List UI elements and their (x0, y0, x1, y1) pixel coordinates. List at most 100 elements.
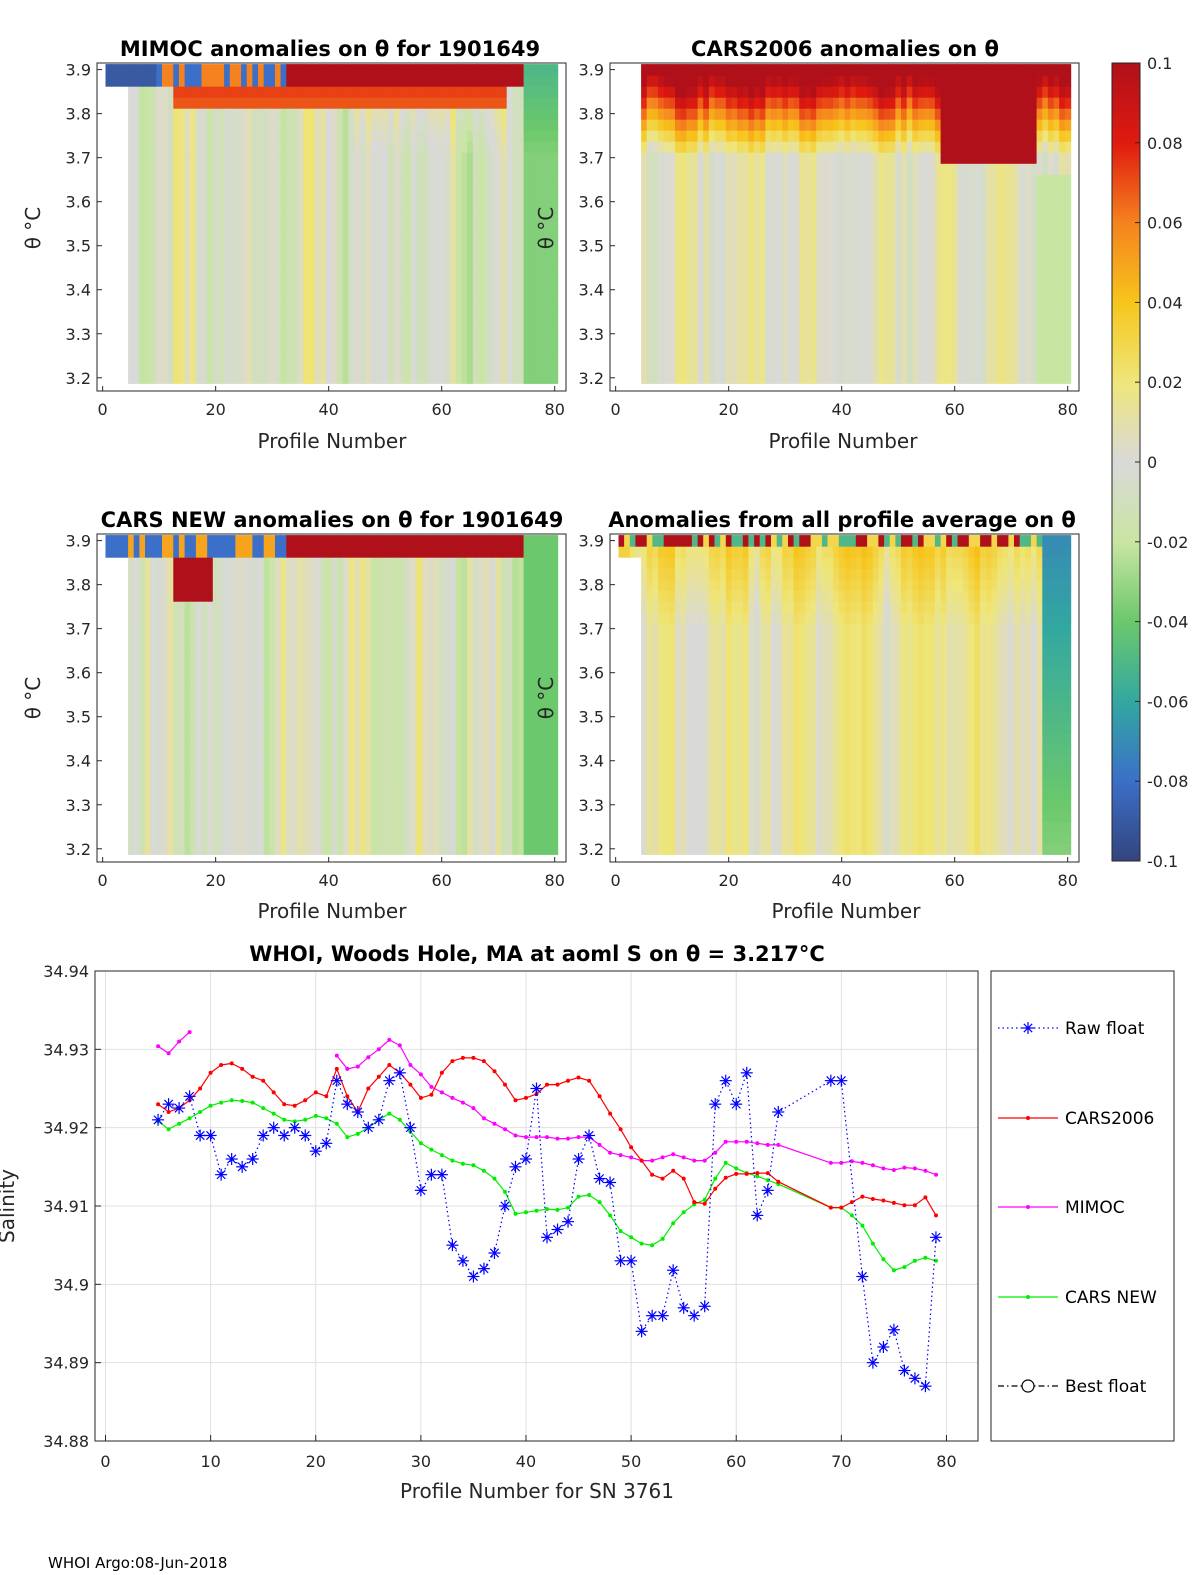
heatmap-cell (934, 273, 942, 285)
heatmap-cell (433, 196, 440, 208)
heatmap-cell (224, 196, 231, 208)
heatmap-cell (529, 207, 536, 219)
heatmap-cell (765, 207, 772, 219)
heatmap-cell (150, 777, 157, 789)
heatmap-cell (872, 185, 880, 197)
heatmap-cell (765, 163, 772, 175)
heatmap-cell (212, 656, 220, 668)
heatmap-cell (478, 163, 485, 175)
heatmap-cell (399, 295, 406, 307)
heatmap-cell (139, 579, 146, 591)
heatmap-cell (178, 689, 186, 701)
heatmap-cell (844, 229, 851, 241)
heatmap-cell (269, 229, 276, 241)
heatmap-cell (714, 185, 721, 197)
heatmap-cell (551, 229, 559, 241)
heatmap-cell (258, 108, 265, 120)
heatmap-cell (207, 799, 214, 811)
heatmap-cell (484, 284, 491, 296)
heatmap-panel-cars2006: 0 20 40 60 803.93.83.73.63.53.43.33.2 (579, 61, 1080, 419)
heatmap-cell (534, 306, 542, 318)
heatmap-cell (178, 229, 186, 241)
heatmap-cell (968, 240, 976, 252)
heatmap-cell (1064, 207, 1072, 219)
heatmap-cell (444, 306, 451, 318)
heatmap-cell (280, 86, 287, 98)
heatmap-cell (551, 295, 559, 307)
heatmap-cell (128, 634, 135, 646)
heatmap-cell (534, 196, 542, 208)
heatmap-cell (878, 86, 885, 98)
heatmap-cell (410, 119, 417, 131)
heatmap-cell (974, 163, 981, 175)
heatmap-cell (1014, 152, 1021, 164)
heatmap-cell (731, 350, 738, 362)
heatmap-cell (951, 284, 959, 296)
heatmap-cell (1014, 185, 1021, 197)
heatmap-cell (867, 339, 874, 351)
heatmap-cell (1002, 119, 1009, 131)
heatmap-cell (804, 196, 812, 208)
heatmap-cell (985, 240, 993, 252)
heatmap-cell (878, 119, 885, 131)
heatmap-cell (793, 174, 800, 186)
heatmap-cell (184, 372, 191, 384)
heatmap-cell (150, 678, 157, 690)
heatmap-cell (827, 97, 834, 109)
heatmap-cell (139, 86, 146, 98)
heatmap-cell (551, 306, 559, 318)
heatmap-cell (551, 130, 559, 142)
heatmap-cell (884, 317, 891, 329)
heatmap-cell (145, 130, 152, 142)
heatmap-cell (1036, 86, 1043, 98)
heatmap-cell (184, 810, 191, 822)
heatmap-cell (128, 207, 135, 219)
heatmap-cell (314, 328, 321, 340)
heatmap-cell (946, 306, 953, 318)
heatmap-cell (207, 130, 214, 142)
heatmap-cell (748, 64, 755, 76)
heatmap-cell (906, 328, 913, 340)
heatmap-cell (162, 722, 169, 734)
heatmap-cell (725, 86, 733, 98)
heatmap-cell (184, 557, 191, 569)
heatmap-cell (957, 317, 964, 329)
heatmap-cell (212, 535, 220, 547)
heatmap-cell (646, 273, 653, 285)
heatmap-cell (145, 645, 152, 657)
heatmap-cell (551, 108, 559, 120)
heatmap-cell (833, 273, 840, 285)
heatmap-cell (506, 295, 513, 307)
heatmap-cell (652, 284, 659, 296)
heatmap-cell (286, 218, 293, 230)
heatmap-cell (212, 568, 220, 580)
heatmap-cell (495, 163, 502, 175)
heatmap-cell (133, 733, 140, 745)
heatmap-cell (438, 141, 446, 153)
heatmap-cell (523, 86, 530, 98)
heatmap-cell (495, 174, 502, 186)
heatmap-cell (314, 174, 321, 186)
heatmap-cell (821, 163, 829, 175)
heatmap-cell (286, 207, 293, 219)
heatmap-cell (444, 108, 451, 120)
heatmap-cell (940, 240, 947, 252)
heatmap-cell (652, 207, 659, 219)
heatmap-cell (162, 546, 169, 558)
heatmap-cell (974, 350, 981, 362)
heatmap-cell (827, 306, 834, 318)
heatmap-cell (855, 163, 863, 175)
heatmap-cell (478, 185, 485, 197)
heatmap-cell (150, 535, 157, 547)
heatmap-cell (697, 163, 704, 175)
heatmap-cell (337, 339, 344, 351)
heatmap-cell (737, 174, 744, 186)
heatmap-cell (754, 284, 761, 296)
heatmap-cell (686, 196, 693, 208)
heatmap-cell (348, 339, 355, 351)
heatmap-cell (145, 295, 152, 307)
heatmap-cell (929, 86, 936, 98)
heatmap-cell (872, 350, 880, 362)
heatmap-cell (269, 119, 276, 131)
heatmap-cell (838, 141, 846, 153)
